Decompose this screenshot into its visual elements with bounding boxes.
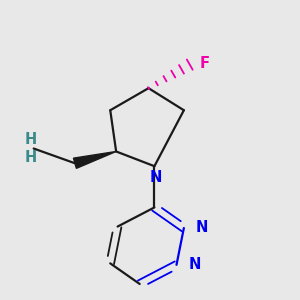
Text: N: N bbox=[150, 170, 162, 185]
Text: H: H bbox=[25, 132, 37, 147]
Polygon shape bbox=[74, 152, 116, 168]
Text: H: H bbox=[25, 150, 37, 165]
Text: F: F bbox=[200, 56, 210, 70]
Text: N: N bbox=[188, 257, 201, 272]
Text: N: N bbox=[196, 220, 208, 235]
